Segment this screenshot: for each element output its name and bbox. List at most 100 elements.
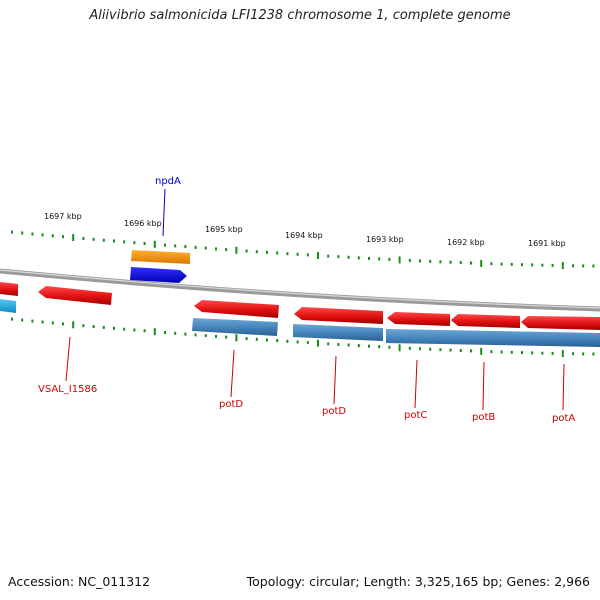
cds-potD-2[interactable] [293, 324, 383, 341]
label-VSAL_I1586[interactable]: VSAL_I1586 [38, 384, 97, 395]
inner-tick-minor [102, 325, 105, 329]
leader-VSAL_I1586 [65, 336, 71, 382]
inner-tick-minor [490, 350, 493, 354]
outer-tick-minor [286, 252, 289, 256]
outer-tick-minor [82, 237, 85, 240]
inner-tick-minor [357, 344, 360, 348]
gene-VSAL_I1586[interactable] [38, 286, 112, 305]
inner-tick-major [72, 321, 75, 329]
gene-potD-2[interactable] [294, 307, 383, 324]
inner-tick-minor [174, 331, 177, 335]
inner-tick-major [317, 339, 319, 347]
inner-tick-minor [429, 347, 432, 351]
inner-tick-minor [123, 327, 126, 331]
inner-tick-minor [347, 343, 350, 347]
inner-tick-minor [62, 322, 64, 326]
outer-tick-minor [306, 253, 309, 257]
leader-potD-1 [230, 349, 235, 398]
inner-tick-minor [184, 332, 187, 336]
inner-tick-minor [82, 324, 85, 328]
gene-potC[interactable] [387, 312, 450, 326]
outer-tick-minor [174, 244, 177, 248]
outer-tick-minor [143, 242, 146, 245]
kbp-label-1697: 1697 kbp [44, 212, 82, 221]
gene-npdA-blue-arrow[interactable] [130, 267, 187, 283]
inner-tick-minor [245, 337, 248, 341]
kbp-label-1695: 1695 kbp [205, 225, 243, 234]
cds-potD-1[interactable] [192, 318, 278, 336]
gene-potA[interactable] [521, 316, 600, 330]
label-npdA[interactable]: npdA [155, 176, 181, 187]
outer-tick-major [317, 252, 319, 259]
outer-tick-minor [266, 250, 268, 254]
outer-tick-minor [51, 234, 54, 238]
chromosome-backbone [0, 268, 600, 312]
outer-tick-minor [347, 255, 350, 259]
inner-tick-minor [31, 319, 34, 323]
outer-tick-minor [194, 245, 197, 249]
outer-tick-minor [184, 245, 187, 249]
gene-left-edge-cyan[interactable] [0, 299, 16, 313]
inner-tick-minor [21, 318, 24, 322]
gene-npdA[interactable] [130, 250, 190, 283]
inner-tick-minor [368, 344, 370, 348]
outer-tick-track [11, 230, 595, 270]
outer-tick-minor [113, 239, 115, 243]
inner-tick-minor [572, 352, 574, 356]
leader-npdA [162, 188, 166, 237]
outer-tick-minor [276, 251, 279, 255]
outer-tick-minor [225, 248, 228, 252]
inner-tick-minor [551, 351, 554, 355]
leader-potD-2 [333, 355, 337, 405]
label-potA[interactable]: potA [552, 413, 575, 424]
outer-tick-major [153, 240, 156, 248]
genome-summary: Topology: circular; Length: 3,325,165 bp… [246, 574, 590, 589]
outer-tick-minor [551, 263, 554, 267]
inner-tick-minor [459, 349, 462, 352]
inner-tick-minor [531, 351, 534, 355]
inner-tick-minor [337, 343, 340, 346]
outer-tick-major [480, 259, 483, 267]
outer-tick-major [561, 262, 564, 270]
outer-tick-minor [470, 261, 472, 265]
gene-npdA-orange-block[interactable] [131, 250, 190, 264]
inner-tick-minor [215, 334, 217, 338]
inner-tick-minor [113, 326, 115, 330]
leader-potC [414, 359, 418, 409]
gene-potD-1[interactable] [194, 300, 279, 318]
outer-tick-minor [327, 254, 330, 258]
cds-potCBA[interactable] [386, 329, 600, 347]
inner-tick-minor [164, 331, 166, 334]
outer-tick-minor [500, 262, 503, 266]
outer-tick-minor [490, 262, 493, 266]
kbp-label-1692: 1692 kbp [447, 238, 485, 247]
inner-tick-minor [408, 346, 411, 350]
label-potD-2[interactable]: potD [322, 406, 346, 417]
gene-potB[interactable] [451, 314, 520, 328]
outer-tick-minor [439, 260, 442, 264]
outer-tick-minor [449, 260, 452, 264]
label-potD-1[interactable]: potD [219, 399, 243, 410]
outer-tick-minor [296, 252, 299, 256]
label-potB[interactable]: potB [472, 412, 495, 423]
inner-tick-major [153, 328, 156, 336]
kbp-label-1691: 1691 kbp [528, 239, 566, 248]
gene-left-edge-red[interactable] [0, 282, 18, 296]
outer-tick-minor [357, 256, 360, 260]
outer-tick-minor [102, 238, 105, 242]
outer-tick-minor [11, 230, 13, 234]
outer-tick-minor [408, 258, 411, 262]
outer-tick-major [398, 256, 401, 264]
outer-tick-major [72, 234, 75, 242]
inner-tick-minor [225, 335, 228, 339]
inner-tick-minor [143, 329, 146, 333]
outer-tick-minor [21, 231, 24, 235]
label-potC[interactable]: potC [404, 410, 427, 421]
inner-tick-minor [510, 350, 513, 354]
outer-tick-minor [62, 235, 64, 239]
inner-tick-minor [11, 317, 13, 321]
inner-tick-major [561, 350, 564, 358]
inner-tick-minor [388, 345, 391, 349]
outer-tick-minor [531, 263, 534, 267]
